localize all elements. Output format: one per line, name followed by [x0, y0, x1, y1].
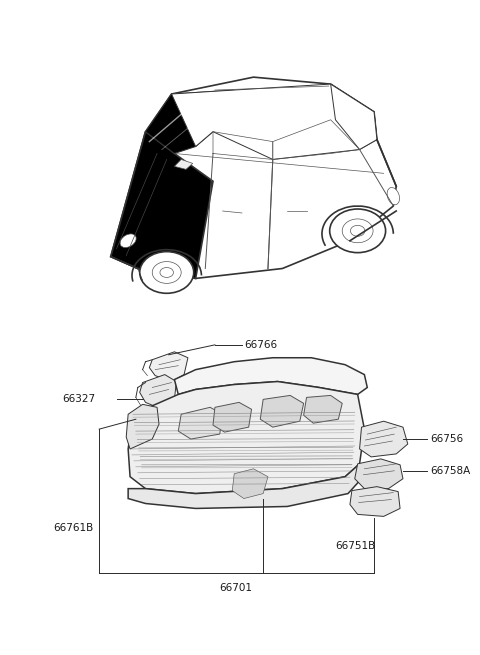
Polygon shape — [331, 84, 377, 149]
Ellipse shape — [330, 209, 385, 253]
Ellipse shape — [387, 187, 399, 205]
Polygon shape — [304, 396, 342, 423]
Polygon shape — [174, 159, 193, 170]
Text: 66701: 66701 — [220, 583, 252, 593]
Polygon shape — [360, 421, 408, 457]
Polygon shape — [128, 382, 364, 494]
Polygon shape — [111, 132, 213, 278]
Polygon shape — [149, 352, 188, 382]
Polygon shape — [140, 375, 176, 409]
Text: 66766: 66766 — [244, 340, 277, 350]
Polygon shape — [178, 407, 223, 439]
Text: 66751B: 66751B — [336, 541, 376, 551]
Ellipse shape — [350, 225, 365, 236]
Polygon shape — [171, 84, 377, 159]
Polygon shape — [355, 459, 403, 489]
Text: 66756: 66756 — [430, 434, 463, 444]
Ellipse shape — [120, 234, 136, 248]
Polygon shape — [126, 404, 159, 449]
Polygon shape — [260, 396, 304, 427]
Ellipse shape — [152, 261, 181, 284]
Text: 66761B: 66761B — [53, 523, 93, 533]
Polygon shape — [213, 402, 252, 432]
Polygon shape — [145, 90, 234, 153]
Ellipse shape — [342, 219, 373, 243]
Polygon shape — [232, 469, 268, 498]
Polygon shape — [128, 464, 361, 508]
Polygon shape — [174, 358, 367, 394]
Text: 66758A: 66758A — [430, 466, 470, 476]
Ellipse shape — [140, 252, 194, 293]
Text: 66327: 66327 — [62, 394, 96, 404]
Ellipse shape — [160, 267, 173, 278]
Polygon shape — [350, 487, 400, 516]
